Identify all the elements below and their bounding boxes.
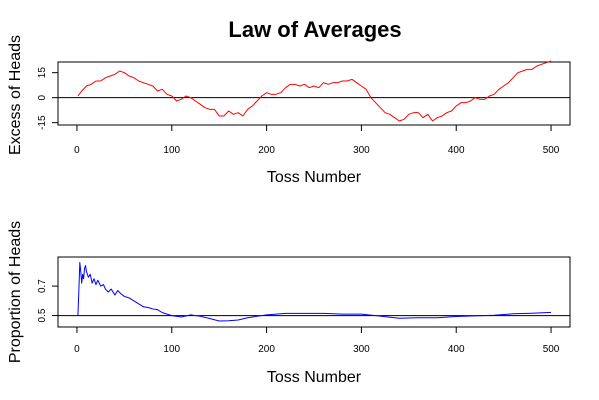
y-axis-label: Excess of Heads <box>7 35 24 155</box>
y-tick-label: -15 <box>37 115 48 130</box>
x-tick-label: 500 <box>543 145 560 156</box>
y-tick-label: 0 <box>37 94 48 100</box>
x-tick-label: 200 <box>258 344 275 355</box>
x-tick-label: 0 <box>74 344 80 355</box>
excess-heads-series-line <box>77 60 552 122</box>
x-axis-label: Toss Number <box>267 169 362 186</box>
x-tick-label: 400 <box>448 145 465 156</box>
y-tick-label: 15 <box>37 67 48 79</box>
x-tick-label: 500 <box>543 344 560 355</box>
x-tick-label: 400 <box>448 344 465 355</box>
y-axis-label: Proportion of Heads <box>7 221 24 363</box>
plot-frame <box>57 61 571 126</box>
y-tick-label: 0.7 <box>37 279 48 293</box>
plot-frame <box>57 256 571 328</box>
x-tick-label: 300 <box>353 344 370 355</box>
chart-title: Law of Averages <box>228 17 401 42</box>
x-tick-label: 100 <box>163 145 180 156</box>
y-tick-label: 0.5 <box>37 308 48 322</box>
x-tick-label: 100 <box>163 344 180 355</box>
x-tick-label: 0 <box>74 145 80 156</box>
x-tick-label: 200 <box>258 145 275 156</box>
x-tick-label: 300 <box>353 145 370 156</box>
x-axis-label: Toss Number <box>267 369 362 386</box>
excess-of-heads-panel: 0 100 200 300 400 500 -15 0 15 Toss Number Excess … <box>7 35 571 186</box>
proportion-heads-series-line <box>77 262 552 322</box>
proportion-of-heads-panel: 0 100 200 300 400 500 0.5 0.7 Toss Number Proport… <box>7 221 571 386</box>
